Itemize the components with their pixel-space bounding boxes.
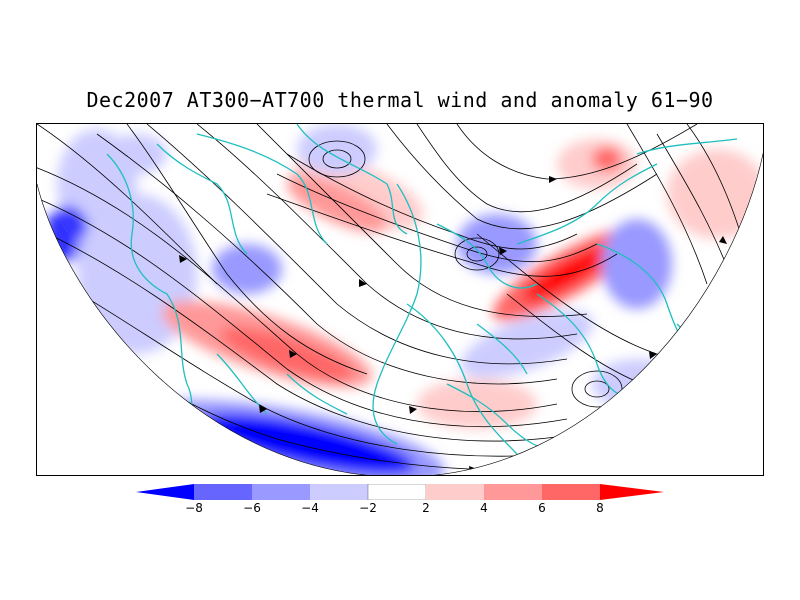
colorbar-segment-2-4 [426,484,484,500]
anomaly-shading [45,124,763,475]
colorbar-label: 4 [480,501,488,515]
colorbar-segment-4-6 [484,484,542,500]
colorbar-segment-2-2 [367,484,427,500]
colorbar-label: −6 [243,501,261,515]
colorbar [136,484,664,500]
colorbar-label: 6 [538,501,546,515]
colorbar-segment-6-8 [542,484,600,500]
colorbar-label: 2 [422,501,430,515]
colorbar-segment-8-6 [194,484,252,500]
colorbar-segment-6-4 [252,484,310,500]
hemisphere-boundary [37,151,763,475]
colorbar-label: −8 [185,501,203,515]
colorbar-segment-gt-8 [600,484,664,500]
colorbar-label: −4 [301,501,319,515]
map-title: Dec2007 AT300−AT700 thermal wind and ano… [86,88,714,112]
map-canvas [37,124,763,475]
colorbar-segment-lt-8 [136,484,194,500]
colorbar-label: 8 [596,501,604,515]
thermal-wind-anomaly-map [36,123,764,476]
streamline-arrows [179,176,727,474]
colorbar-segment-4-2 [310,484,368,500]
colorbar-label: −2 [359,501,377,515]
